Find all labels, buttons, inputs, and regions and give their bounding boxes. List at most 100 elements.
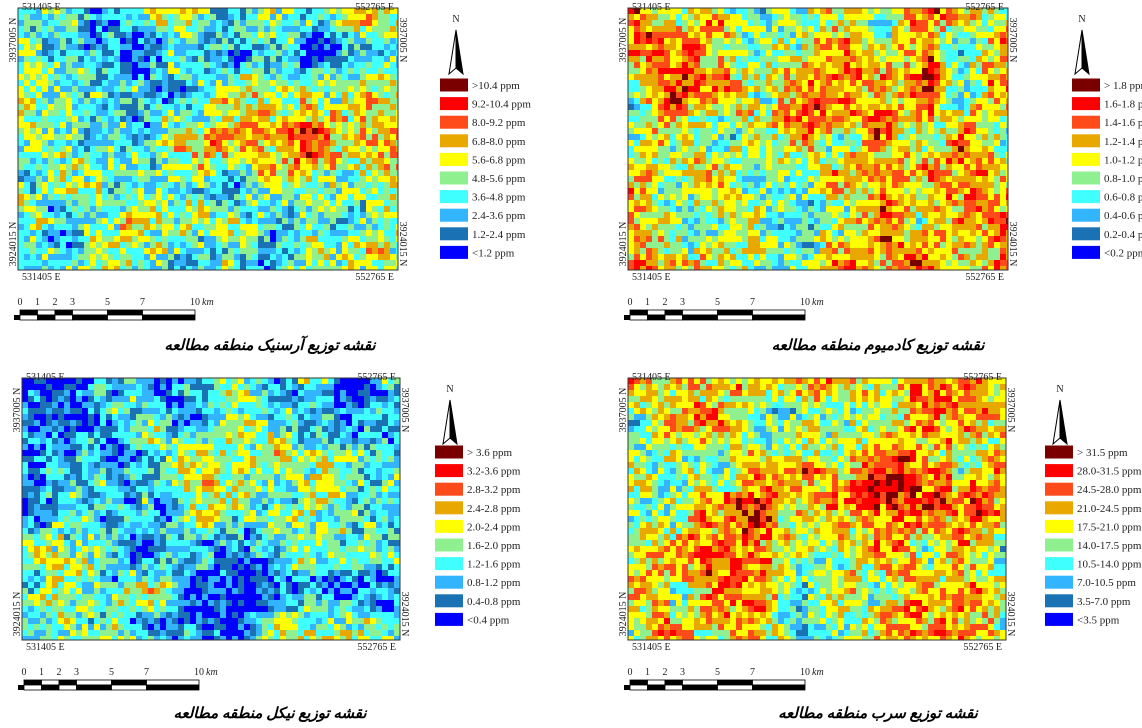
- map-pixel: [670, 176, 676, 182]
- map-pixel: [994, 80, 1000, 86]
- map-pixel: [378, 14, 384, 20]
- map-pixel: [300, 74, 306, 80]
- map-pixel: [66, 218, 72, 224]
- map-pixel: [282, 254, 288, 260]
- map-pixel: [240, 110, 246, 116]
- map-pixel: [78, 176, 84, 182]
- map-pixel: [138, 176, 144, 182]
- map-pixel: [192, 266, 198, 270]
- map-pixel: [84, 32, 90, 38]
- map-pixel: [928, 44, 934, 50]
- map-pixel: [36, 230, 42, 236]
- map-pixel: [180, 194, 186, 200]
- map-pixel: [700, 62, 706, 68]
- map-pixel: [772, 26, 778, 32]
- map-pixel: [874, 92, 880, 98]
- map-pixel: [652, 164, 658, 170]
- map-pixel: [78, 104, 84, 110]
- map-pixel: [18, 146, 24, 152]
- map-pixel: [390, 254, 396, 260]
- map-pixel: [174, 230, 180, 236]
- map-pixel: [820, 134, 826, 140]
- map-pixel: [228, 158, 234, 164]
- map-pixel: [228, 116, 234, 122]
- map-pixel: [820, 122, 826, 128]
- map-pixel: [162, 242, 168, 248]
- map-pixel: [234, 56, 240, 62]
- map-pixel: [348, 206, 354, 212]
- map-pixel: [940, 116, 946, 122]
- map-pixel: [222, 242, 228, 248]
- map-pixel: [210, 80, 216, 86]
- map-pixel: [658, 20, 664, 26]
- map-pixel: [874, 200, 880, 206]
- map-pixel: [318, 248, 324, 254]
- map-pixel: [898, 122, 904, 128]
- map-pixel: [766, 128, 772, 134]
- map-pixel: [850, 68, 856, 74]
- map-pixel: [66, 62, 72, 68]
- map-pixel: [180, 230, 186, 236]
- map-pixel: [784, 104, 790, 110]
- map-pixel: [832, 152, 838, 158]
- map-pixel: [682, 86, 688, 92]
- map-pixel: [60, 122, 66, 128]
- map-pixel: [222, 188, 228, 194]
- map-pixel: [694, 176, 700, 182]
- map-pixel: [240, 98, 246, 104]
- map-pixel: [832, 182, 838, 188]
- map-pixel: [312, 242, 318, 248]
- map-pixel: [964, 14, 970, 20]
- map-pixel: [736, 128, 742, 134]
- map-pixel: [994, 14, 1000, 20]
- map-pixel: [348, 260, 354, 266]
- map-pixel: [640, 176, 646, 182]
- map-pixel: [856, 44, 862, 50]
- map-pixel: [922, 104, 928, 110]
- map-pixel: [252, 62, 258, 68]
- map-pixel: [910, 188, 916, 194]
- map-pixel: [282, 188, 288, 194]
- map-pixel: [132, 170, 138, 176]
- map-pixel: [144, 56, 150, 62]
- map-pixel: [826, 44, 832, 50]
- map-pixel: [646, 128, 652, 134]
- map-pixel: [156, 236, 162, 242]
- map-pixel: [354, 134, 360, 140]
- map-pixel: [862, 188, 868, 194]
- map-pixel: [664, 146, 670, 152]
- map-pixel: [640, 26, 646, 32]
- map-pixel: [126, 152, 132, 158]
- map-pixel: [640, 116, 646, 122]
- map-pixel: [694, 98, 700, 104]
- map-pixel: [682, 56, 688, 62]
- map-pixel: [676, 50, 682, 56]
- map-pixel: [66, 50, 72, 56]
- map-pixel: [826, 104, 832, 110]
- map-pixel: [120, 230, 126, 236]
- map-pixel: [802, 122, 808, 128]
- map-pixel: [288, 116, 294, 122]
- map-pixel: [856, 56, 862, 62]
- map-pixel: [706, 74, 712, 80]
- map-pixel: [198, 266, 204, 270]
- map-pixel: [640, 32, 646, 38]
- map-pixel: [66, 26, 72, 32]
- map-pixel: [246, 260, 252, 266]
- map-pixel: [108, 122, 114, 128]
- map-pixel: [282, 68, 288, 74]
- map-pixel: [102, 212, 108, 218]
- map-pixel: [186, 80, 192, 86]
- map-pixel: [282, 260, 288, 266]
- map-pixel: [132, 152, 138, 158]
- map-pixel: [928, 122, 934, 128]
- map-pixel: [30, 80, 36, 86]
- map-pixel: [90, 44, 96, 50]
- map-pixel: [378, 80, 384, 86]
- map-pixel: [778, 8, 784, 14]
- map-pixel: [754, 200, 760, 206]
- map-pixel: [838, 176, 844, 182]
- map-pixel: [772, 56, 778, 62]
- map-pixel: [790, 182, 796, 188]
- map-pixel: [84, 104, 90, 110]
